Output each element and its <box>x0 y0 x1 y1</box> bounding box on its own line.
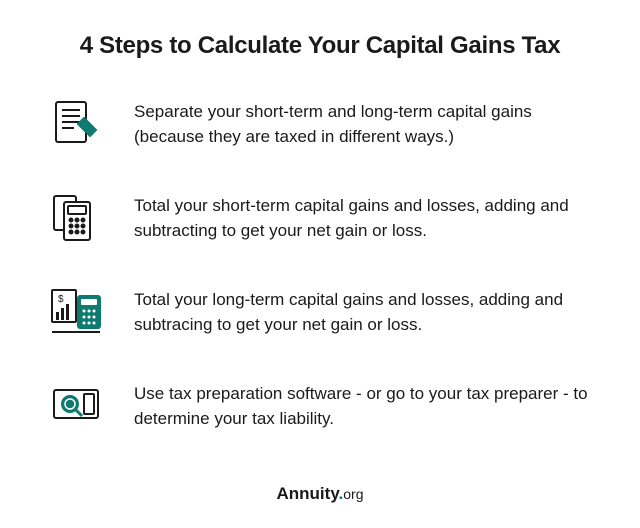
brand-name: Annuity <box>277 484 339 503</box>
document-pencil-icon <box>48 96 104 152</box>
svg-text:$: $ <box>58 294 64 305</box>
brand-tld: org <box>343 486 363 502</box>
chart-calculator-icon: $ <box>48 284 104 340</box>
calculator-pages-icon <box>48 190 104 246</box>
step-text: Total your short-term capital gains and … <box>134 193 592 244</box>
magnifier-cards-icon <box>48 378 104 434</box>
step-item: Use tax preparation software - or go to … <box>48 378 592 434</box>
step-text: Separate your short-term and long-term c… <box>134 99 592 150</box>
step-item: $ Total your long-term capital gains and… <box>48 284 592 340</box>
step-item: Total your short-term capital gains and … <box>48 190 592 246</box>
brand-footer: Annuity.org <box>48 484 592 504</box>
step-text: Use tax preparation software - or go to … <box>134 381 592 432</box>
steps-list: Separate your short-term and long-term c… <box>48 96 592 460</box>
step-item: Separate your short-term and long-term c… <box>48 96 592 152</box>
step-text: Total your long-term capital gains and l… <box>134 287 592 338</box>
page-title: 4 Steps to Calculate Your Capital Gains … <box>48 32 592 60</box>
